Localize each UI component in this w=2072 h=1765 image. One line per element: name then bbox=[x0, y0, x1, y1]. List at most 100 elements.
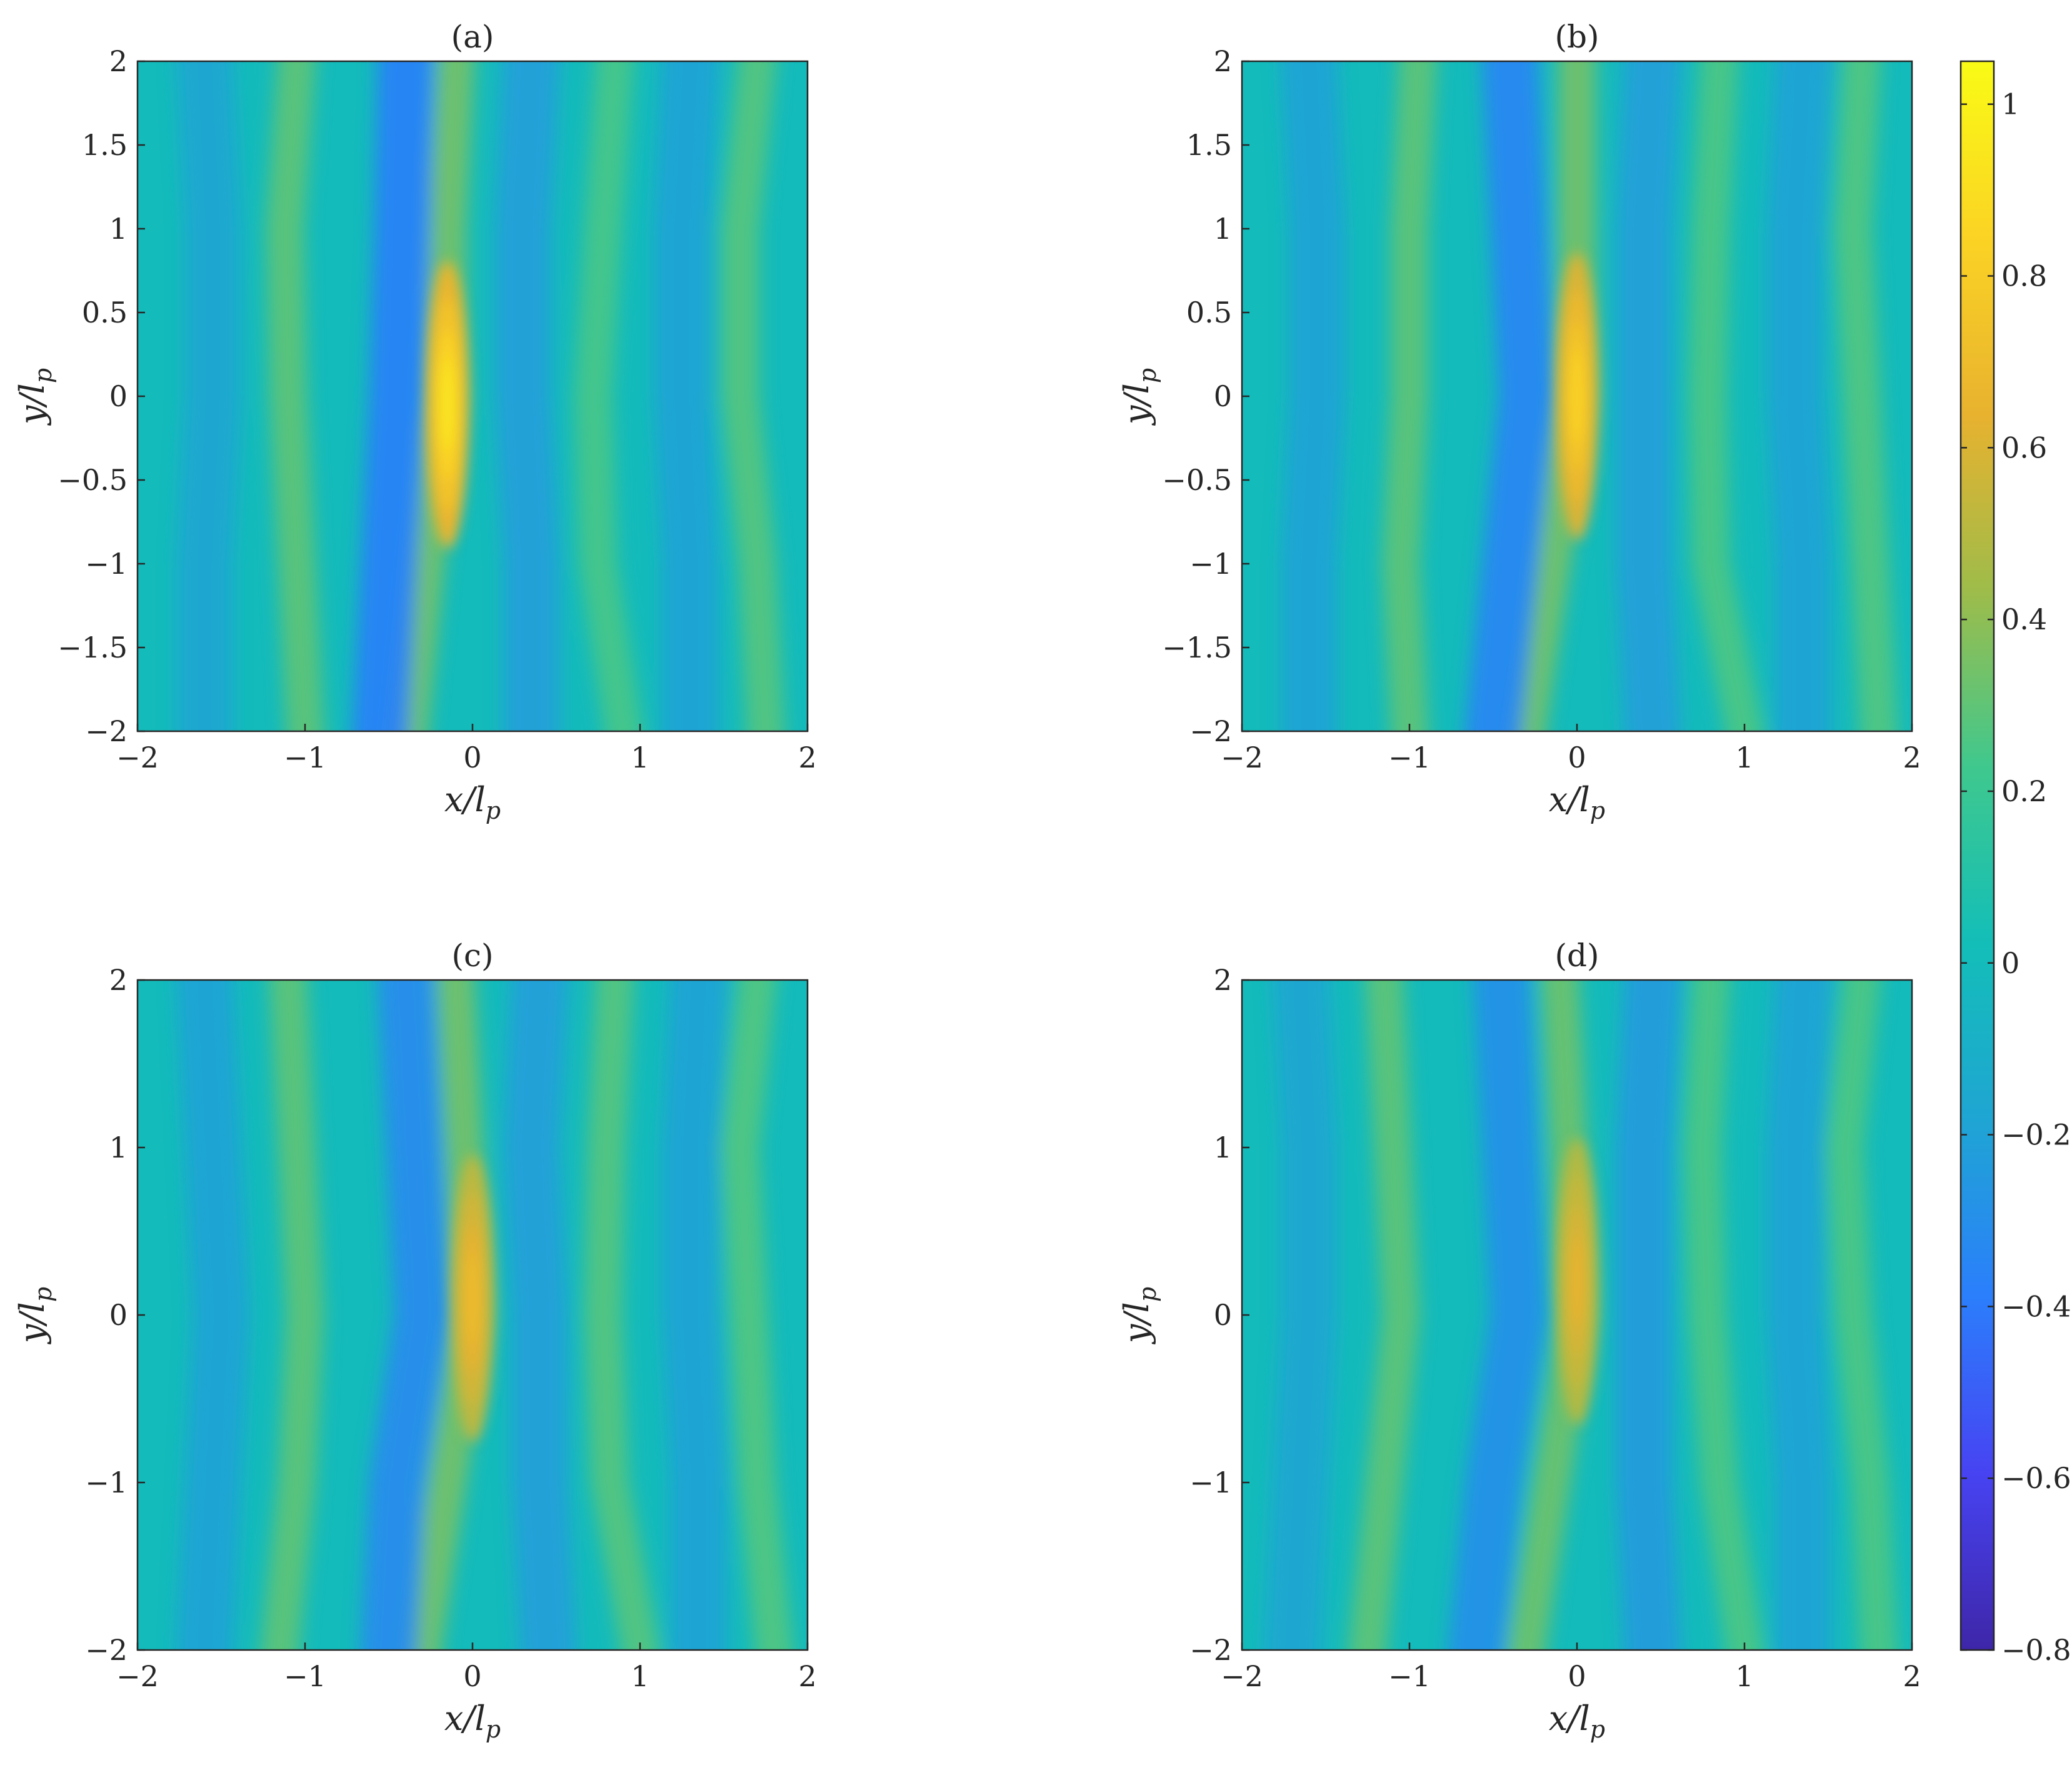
y-tick-label: 0 bbox=[109, 1298, 128, 1332]
x-tick-label: 1 bbox=[631, 1659, 649, 1693]
x-tick-label: −1 bbox=[284, 1659, 326, 1693]
negative-streak-7 bbox=[1264, 980, 1338, 1650]
colorbar-tick-label: 0.4 bbox=[2001, 602, 2047, 636]
positive-streak-1 bbox=[266, 61, 324, 731]
y-tick-label: −2 bbox=[1189, 714, 1232, 748]
x-axis-label-subscript: p bbox=[1590, 1716, 1605, 1743]
y-tick-label: 0 bbox=[109, 379, 128, 413]
panel-title: (a) bbox=[451, 19, 494, 55]
y-tick-label: −1.5 bbox=[58, 631, 128, 664]
negative-streak-7 bbox=[1281, 61, 1346, 731]
negative-streak-5 bbox=[494, 61, 559, 731]
negative-streak-6 bbox=[662, 980, 727, 1650]
negative-streak-6 bbox=[1766, 61, 1831, 731]
y-tick-label: 1 bbox=[1214, 1131, 1232, 1164]
negative-streak-7 bbox=[176, 61, 241, 731]
y-tick-label: −1 bbox=[1189, 1466, 1232, 1499]
peak-layer-3 bbox=[441, 358, 454, 452]
y-tick-label: −0.5 bbox=[1162, 463, 1232, 497]
colorbar-tick-label: −0.2 bbox=[2001, 1118, 2071, 1152]
y-tick-label: −1 bbox=[1189, 547, 1232, 581]
y-tick-label: −2 bbox=[85, 714, 128, 748]
positive-streak-2 bbox=[574, 61, 643, 731]
negative-streak-4 bbox=[1465, 61, 1555, 731]
y-axis-label-subscript: p bbox=[1134, 368, 1161, 383]
x-tick-label: −1 bbox=[1388, 1659, 1431, 1693]
positive-streak-3 bbox=[721, 980, 793, 1650]
x-tick-label: −2 bbox=[1221, 741, 1263, 774]
negative-streak-7 bbox=[176, 980, 249, 1650]
y-tick-label: 1.5 bbox=[82, 128, 128, 162]
x-axis-label-subscript: p bbox=[1590, 797, 1605, 824]
x-tick-label: −2 bbox=[116, 741, 159, 774]
y-tick-label: 1.5 bbox=[1186, 128, 1232, 162]
y-tick-label: 2 bbox=[1214, 44, 1232, 78]
heatmap-field bbox=[1242, 61, 1912, 731]
x-axis-label-subscript: p bbox=[486, 1716, 501, 1743]
positive-streak-2 bbox=[1684, 980, 1763, 1650]
peak-core bbox=[426, 261, 469, 549]
negative-streak-5 bbox=[503, 980, 576, 1650]
heatmap-field bbox=[138, 980, 808, 1650]
x-tick-label: −1 bbox=[284, 741, 326, 774]
colorbar-tick-label: −0.4 bbox=[2001, 1289, 2071, 1323]
positive-streak-1 bbox=[1382, 61, 1437, 731]
colorbar-tick-label: −0.6 bbox=[2001, 1461, 2071, 1495]
panel-title: (b) bbox=[1554, 19, 1599, 55]
peak-layer-3 bbox=[1571, 349, 1583, 443]
positive-streak-3 bbox=[1834, 61, 1898, 731]
peak-core bbox=[1556, 1138, 1598, 1426]
y-tick-label: −1 bbox=[85, 1466, 128, 1499]
colorbar: 1 0.8 0.6 0.4 0.2 0 −0.2 −0.4 −0.6 −0.8 bbox=[1959, 60, 2071, 1667]
y-tick-label: 1 bbox=[109, 1131, 128, 1164]
heatmap-panel-a: −2 −1 0 1 2−2−1.5−1−0.500.511.52(a)x/lpy/lp bbox=[13, 19, 817, 824]
positive-streak-2 bbox=[584, 980, 659, 1650]
y-tick-label: 0 bbox=[1214, 1298, 1232, 1332]
x-tick-label: 0 bbox=[463, 1659, 481, 1693]
peak-layer-3 bbox=[466, 1251, 479, 1346]
y-tick-label: 0.5 bbox=[1186, 296, 1232, 329]
heatmap-field bbox=[1242, 980, 1912, 1650]
x-tick-label: −1 bbox=[1388, 741, 1431, 774]
negative-streak-4 bbox=[361, 980, 451, 1650]
y-tick-label: −1 bbox=[85, 547, 128, 581]
heatmap-panel-b: −2 −1 0 1 2−2−1.5−1−0.500.511.52(b)x/lpy/lp bbox=[1117, 19, 1921, 824]
y-tick-label: −0.5 bbox=[58, 463, 128, 497]
y-axis-label-subscript: p bbox=[29, 1287, 57, 1302]
panel-title: (d) bbox=[1554, 938, 1599, 974]
x-axis-label-subscript: p bbox=[486, 797, 501, 824]
negative-streak-4 bbox=[352, 61, 434, 731]
x-tick-label: 1 bbox=[631, 741, 649, 774]
colorbar-tick-label: 0.2 bbox=[2001, 774, 2047, 808]
y-tick-label: −1.5 bbox=[1162, 631, 1232, 664]
y-tick-label: 2 bbox=[109, 963, 128, 997]
y-tick-label: −2 bbox=[85, 1633, 128, 1667]
x-tick-label: −2 bbox=[116, 1659, 159, 1693]
negative-streak-4 bbox=[1448, 980, 1547, 1650]
colorbar-tick-label: −0.8 bbox=[2001, 1633, 2071, 1667]
colorbar-tick-label: 0.6 bbox=[2001, 431, 2047, 464]
positive-streak-2 bbox=[1689, 61, 1763, 731]
y-axis-label-subscript: p bbox=[1134, 1287, 1161, 1302]
x-tick-label: 1 bbox=[1735, 1659, 1753, 1693]
x-tick-label: 2 bbox=[798, 741, 816, 774]
y-tick-label: 1 bbox=[109, 212, 128, 246]
x-tick-label: −2 bbox=[1221, 1659, 1263, 1693]
y-tick-label: 0 bbox=[1214, 379, 1232, 413]
positive-streak-1 bbox=[261, 980, 324, 1650]
heatmap-field bbox=[138, 61, 808, 731]
negative-streak-5 bbox=[1616, 980, 1681, 1650]
colorbar-tick-label: 0.8 bbox=[2001, 259, 2047, 293]
negative-streak-6 bbox=[1766, 980, 1831, 1650]
y-tick-label: 2 bbox=[1214, 963, 1232, 997]
y-tick-label: 0.5 bbox=[82, 296, 128, 329]
peak-core bbox=[1556, 252, 1598, 540]
x-tick-label: 2 bbox=[798, 1659, 816, 1693]
negative-streak-6 bbox=[654, 61, 719, 731]
colorbar-gradient bbox=[1959, 60, 1995, 1651]
x-tick-label: 1 bbox=[1735, 741, 1753, 774]
y-axis-label-subscript: p bbox=[29, 368, 57, 383]
